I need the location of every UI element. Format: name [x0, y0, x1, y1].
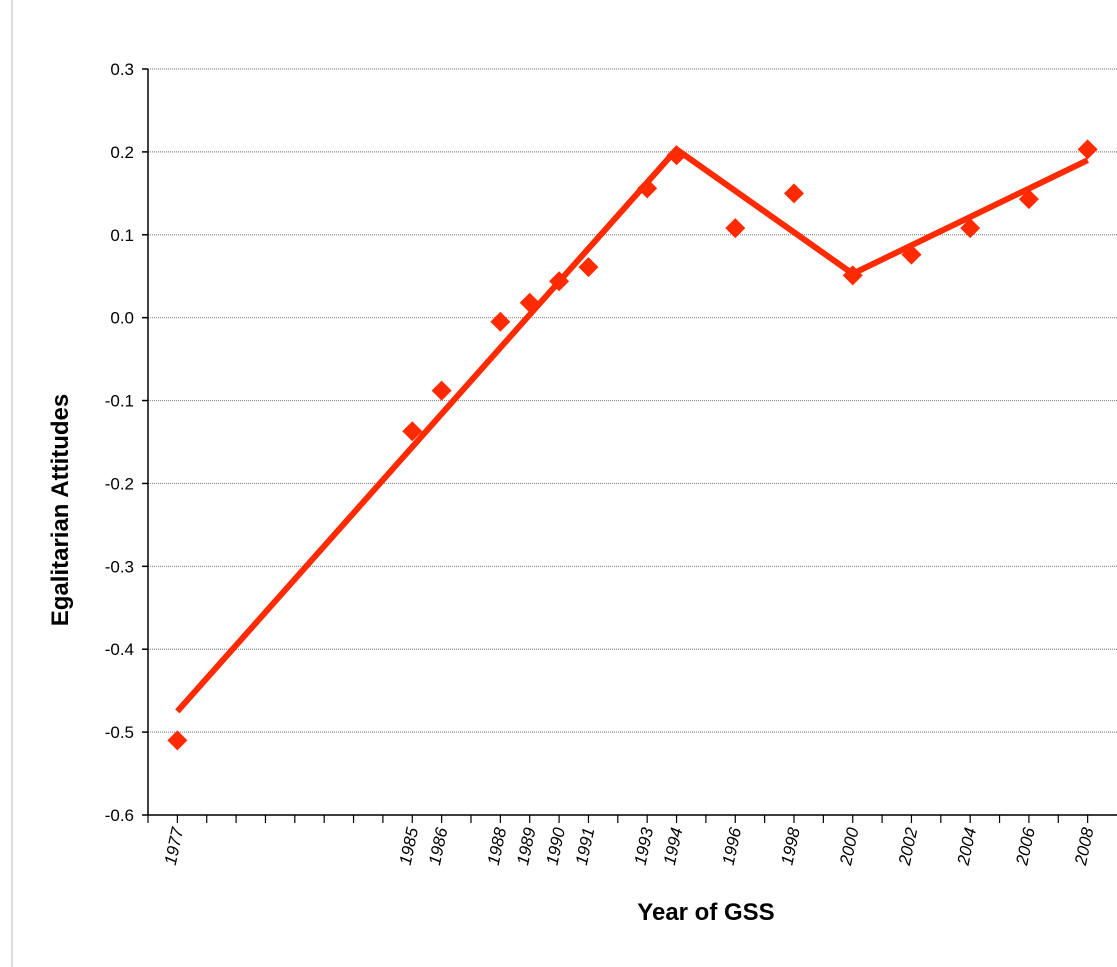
x-tick-label: 1998	[777, 825, 804, 866]
data-point	[167, 730, 188, 751]
y-tick-label: -0.3	[105, 557, 134, 576]
x-tick-label: 1986	[425, 825, 452, 866]
data-point	[784, 183, 804, 204]
data-point	[960, 218, 981, 239]
data-point	[901, 244, 922, 265]
x-tick-label: 1993	[631, 825, 658, 866]
y-tick-label: -0.5	[105, 723, 134, 742]
data-point	[549, 271, 570, 292]
x-tick-label: 1994	[660, 826, 686, 867]
x-tick-label: 1996	[719, 825, 746, 866]
data-point	[1077, 139, 1098, 160]
x-tick-label: 1985	[396, 825, 423, 866]
x-tick-label: 2004	[953, 826, 980, 868]
data-point	[842, 265, 863, 286]
x-tick-label: 2000	[836, 825, 863, 867]
x-axis-title: Year of GSS	[637, 899, 774, 926]
x-tick-label: 1990	[543, 825, 570, 866]
data-point	[490, 311, 511, 332]
y-tick-label: -0.1	[105, 392, 134, 411]
y-tick-label: -0.6	[105, 806, 134, 825]
y-tick-label: 0.1	[110, 226, 134, 245]
data-point	[725, 218, 746, 239]
y-tick-label: 0.2	[110, 143, 134, 162]
x-tick-label: 1989	[513, 825, 540, 866]
x-tick-label: 1991	[572, 826, 598, 867]
y-tick-label: 0.3	[110, 60, 134, 79]
x-tick-label: 1977	[161, 825, 188, 866]
data-point	[666, 145, 687, 166]
data-point	[402, 421, 423, 442]
x-tick-label: 1988	[484, 825, 511, 866]
data-point	[1018, 189, 1039, 210]
data-point	[431, 380, 452, 401]
fit-line	[175, 145, 1089, 714]
y-axis-title: Egalitarian Attitudes	[47, 394, 74, 626]
y-tick-label: 0.0	[110, 309, 134, 328]
x-tick-label: 2006	[1012, 825, 1039, 867]
data-point	[637, 178, 658, 199]
x-tick-label: 2002	[895, 825, 922, 867]
y-tick-label: -0.4	[105, 640, 134, 659]
data-point	[578, 257, 599, 278]
x-tick-label: 2008	[1071, 825, 1098, 867]
y-tick-label: -0.2	[105, 474, 134, 493]
data-point	[519, 292, 540, 313]
